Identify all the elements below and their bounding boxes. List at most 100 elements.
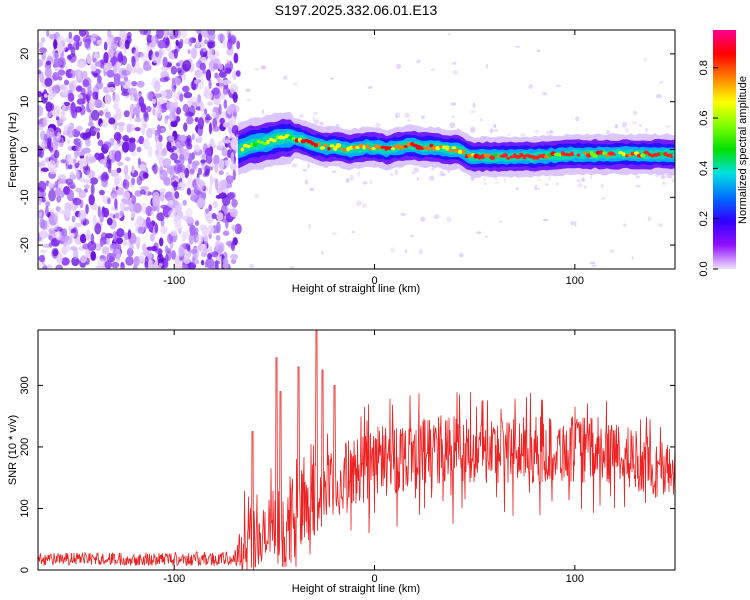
noise-blob <box>48 235 53 240</box>
noise-blob <box>206 224 215 235</box>
x-tick-label: 100 <box>566 573 584 585</box>
noise-blob <box>204 35 208 44</box>
signal-peak <box>592 153 598 159</box>
speckle <box>395 113 398 119</box>
noise-blob <box>200 49 204 57</box>
noise-blob <box>81 70 88 80</box>
noise-blob <box>200 159 207 164</box>
signal-peak <box>442 145 447 150</box>
noise-blob <box>199 62 206 71</box>
noise-blob <box>127 229 132 240</box>
noise-blob <box>54 150 60 159</box>
noise-blob <box>195 106 202 111</box>
speckle <box>581 177 585 182</box>
noise-blob <box>46 264 53 269</box>
noise-blob <box>103 51 109 64</box>
y-tick-label: 100 <box>19 499 31 517</box>
noise-blob <box>230 138 239 150</box>
noise-blob <box>83 179 91 184</box>
speckle <box>577 182 583 188</box>
noise-blob <box>116 253 121 263</box>
speckle <box>433 214 440 220</box>
speckle <box>514 45 521 48</box>
noise-blob <box>194 258 200 265</box>
noise-blob <box>196 197 206 209</box>
noise-blob <box>119 201 126 210</box>
noise-blob <box>197 77 204 90</box>
speckle <box>536 49 541 53</box>
noise-blob <box>185 243 191 250</box>
noise-blob <box>233 52 239 64</box>
speckle <box>254 193 259 199</box>
noise-blob <box>156 124 161 136</box>
speckle <box>349 174 354 181</box>
noise-blob <box>136 146 142 153</box>
speckle <box>661 174 666 180</box>
speckle <box>535 187 541 190</box>
noise-blob <box>79 158 86 166</box>
signal-peak <box>314 143 318 148</box>
noise-blob <box>110 193 117 200</box>
noise-blob <box>115 212 119 220</box>
noise-blob <box>117 161 124 166</box>
noise-blob <box>39 218 45 229</box>
noise-blob <box>134 127 141 132</box>
signal-peak <box>390 147 396 151</box>
noise-blob <box>167 233 174 245</box>
colorbar-tick-label: 0.0 <box>698 261 710 276</box>
noise-blob <box>214 163 219 174</box>
noise-blob <box>106 236 110 246</box>
noise-blob <box>70 183 76 190</box>
speckle <box>605 130 611 135</box>
noise-blob <box>184 111 194 118</box>
speckle <box>493 124 497 128</box>
noise-blob <box>215 255 223 261</box>
noise-blob <box>67 43 73 50</box>
signal-peak <box>451 146 457 150</box>
noise-blob <box>189 96 198 103</box>
noise-blob <box>97 258 105 267</box>
noise-blob <box>224 67 232 74</box>
noise-blob <box>182 85 190 93</box>
noise-blob <box>154 51 160 58</box>
noise-blob <box>151 245 158 252</box>
signal-peak <box>262 142 268 146</box>
noise-blob <box>49 33 57 40</box>
noise-blob <box>78 190 87 199</box>
noise-blob <box>226 106 233 115</box>
speckle <box>439 171 445 177</box>
noise-blob <box>203 234 209 246</box>
speckle <box>420 216 426 222</box>
noise-blob <box>149 127 156 135</box>
noise-blob <box>200 259 205 266</box>
signal-peak <box>400 145 405 150</box>
noise-blob <box>225 175 234 184</box>
noise-blob <box>66 126 75 138</box>
noise-blob <box>223 99 228 109</box>
noise-blob <box>65 36 75 44</box>
signal-peak <box>425 146 432 151</box>
speckle <box>345 178 350 183</box>
noise-blob <box>186 137 191 143</box>
noise-blob <box>113 73 121 82</box>
noise-blob <box>82 79 90 88</box>
noise-blob <box>231 224 238 231</box>
speckle <box>583 185 587 189</box>
speckle <box>331 232 338 235</box>
noise-blob <box>99 211 104 223</box>
noise-blob <box>109 243 117 249</box>
noise-blob <box>78 146 83 152</box>
noise-blob <box>85 30 90 38</box>
noise-blob <box>221 203 228 216</box>
noise-blob <box>113 102 119 110</box>
noise-blob <box>215 194 223 199</box>
noise-blob <box>88 121 94 127</box>
noise-blob <box>100 174 105 182</box>
noise-blob <box>54 181 59 189</box>
speckle <box>407 119 411 122</box>
noise-blob <box>71 80 78 85</box>
noise-blob <box>83 166 89 171</box>
snr-frame <box>37 329 676 571</box>
noise-blob <box>173 163 183 175</box>
noise-blob <box>131 212 136 219</box>
